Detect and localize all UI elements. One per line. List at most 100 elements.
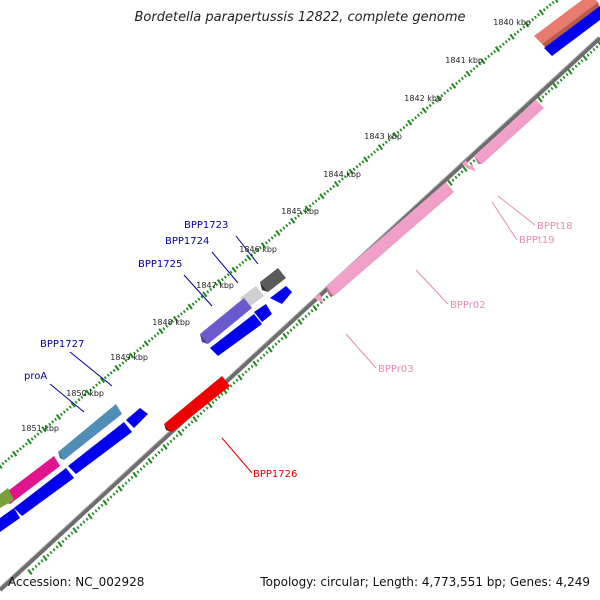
track-tick [153, 334, 157, 338]
track-tick [196, 414, 200, 418]
track-tick [597, 41, 600, 46]
track-tick [51, 420, 55, 424]
track-tick [97, 506, 101, 510]
track-tick [68, 405, 72, 409]
feature-label[interactable]: BPPr02 [450, 300, 486, 311]
cds-blue-1727-tip[interactable] [126, 408, 148, 428]
feature-label[interactable]: BPP1725 [138, 259, 182, 270]
track-tick [451, 178, 455, 182]
track-tick [191, 302, 195, 306]
cds-blue-1724[interactable] [210, 314, 262, 356]
cds-blue-long-2[interactable] [14, 468, 74, 516]
track-tick [241, 260, 245, 265]
track-tick [431, 101, 435, 105]
track-tick [171, 319, 175, 323]
gene-salmon-top[interactable] [534, 0, 600, 48]
rrna-top[interactable] [474, 100, 544, 164]
track-tick [580, 59, 584, 63]
cds-blue-left-edge[interactable] [0, 508, 20, 532]
track-tick [45, 425, 49, 429]
gene-bpp1727[interactable] [58, 404, 122, 460]
track-tick [46, 553, 50, 557]
track-tick [384, 140, 388, 144]
track-tick [419, 111, 423, 115]
track-tick [462, 166, 468, 173]
track-tick [91, 512, 95, 516]
feature-label[interactable]: BPP1724 [165, 236, 209, 247]
track-tick [478, 62, 482, 66]
track-tick [282, 226, 286, 230]
track-tick [586, 53, 590, 57]
track-tick [361, 160, 365, 164]
feature-label[interactable]: BPPt19 [519, 235, 555, 246]
track-tick [117, 485, 123, 492]
track-tick [48, 422, 52, 426]
track-tick [0, 464, 3, 469]
gene-bpp1726[interactable] [164, 376, 230, 432]
track-tick [414, 116, 418, 120]
track-tick [209, 287, 213, 292]
track-tick [169, 439, 173, 443]
label-leader-line [497, 195, 536, 226]
feature-label[interactable]: BPPr03 [378, 364, 414, 375]
track-tick [247, 367, 251, 371]
trna-bppt19[interactable] [462, 160, 470, 170]
track-tick [106, 373, 110, 377]
feature-label[interactable]: proA [24, 371, 47, 382]
track-tick [457, 173, 461, 177]
gene-bpp1723[interactable] [260, 268, 286, 292]
feature-label[interactable]: BPP1727 [40, 339, 84, 350]
track-tick [480, 58, 486, 65]
gene-olive[interactable] [0, 488, 14, 508]
tick-label: 1849 kbp [110, 353, 148, 362]
track-tick [238, 263, 242, 267]
track-tick [190, 420, 194, 424]
track-tick [145, 462, 149, 466]
track-tick [290, 217, 296, 224]
track-tick [103, 376, 107, 380]
track-tick [112, 368, 116, 372]
track-tick [531, 18, 535, 22]
gene-bpp1724[interactable] [200, 298, 252, 344]
cds-blue-1723[interactable] [270, 286, 292, 304]
track-tick [168, 322, 172, 326]
tick-label: 1847 kbp [196, 281, 234, 290]
track-tick [250, 253, 254, 257]
tick-label: 1842 kbp [404, 94, 442, 103]
cds-blue-long-1[interactable] [68, 422, 132, 474]
track-tick [160, 448, 164, 452]
track-tick [304, 314, 308, 318]
track-tick [85, 517, 89, 521]
track-tick [143, 340, 149, 347]
track-tick [206, 290, 210, 294]
track-tick [27, 568, 33, 576]
track-tick [216, 279, 223, 286]
track-tick [262, 353, 266, 357]
track-tick [4, 459, 8, 463]
feature-label[interactable]: BPP1726 [253, 469, 297, 480]
track-tick [258, 246, 262, 250]
cds-blue-1725[interactable] [254, 304, 272, 322]
track-tick [326, 189, 330, 193]
rrna-bppr02[interactable] [326, 182, 454, 296]
rrna-bppr03[interactable] [314, 294, 324, 304]
track-tick [407, 119, 413, 126]
feature-label[interactable]: BPPt18 [537, 221, 573, 232]
track-tick [79, 523, 83, 527]
trna-bppt18[interactable] [468, 164, 476, 172]
cds-blue-top[interactable] [544, 6, 600, 56]
track-tick [574, 64, 578, 68]
track-tick [455, 81, 458, 85]
track-tick [197, 297, 201, 301]
track-tick [436, 95, 442, 102]
track-tick [229, 270, 233, 274]
track-tick [390, 135, 394, 139]
track-tick [567, 68, 573, 75]
track-tick [162, 327, 166, 331]
track-tick [147, 457, 153, 464]
track-tick [217, 395, 221, 399]
label-leader-line [491, 201, 518, 241]
track-tick [77, 398, 81, 402]
feature-label[interactable]: BPP1723 [184, 220, 228, 231]
